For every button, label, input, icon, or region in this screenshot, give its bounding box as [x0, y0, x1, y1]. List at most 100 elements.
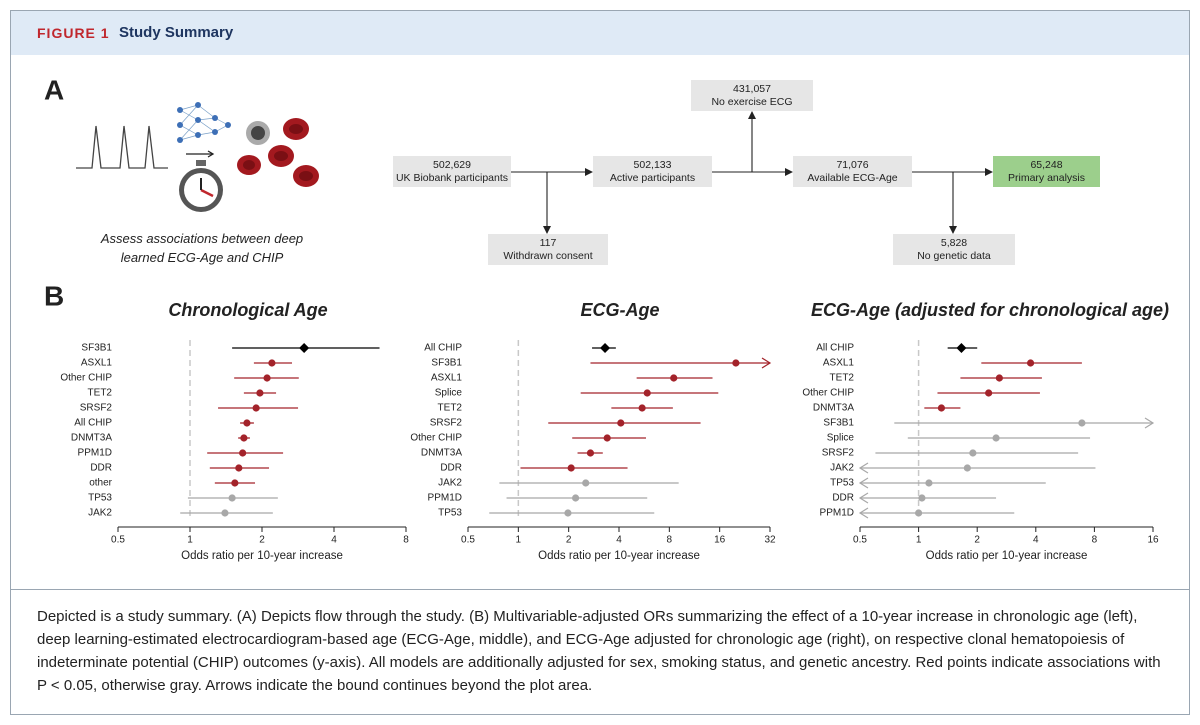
x-tick-label: 16	[714, 535, 726, 546]
flow-box	[593, 156, 712, 187]
x-axis-label: Odds ratio per 10-year increase	[926, 550, 1088, 562]
bound-arrow	[858, 462, 869, 474]
x-tick-label: 32	[764, 535, 776, 546]
estimate-point	[918, 494, 926, 502]
category-label: PPM1D	[78, 448, 112, 459]
category-label: SF3B1	[823, 418, 854, 429]
estimate-point	[252, 404, 260, 412]
estimate-point	[603, 434, 611, 442]
estimate-point	[256, 389, 264, 397]
x-tick-label: 1	[516, 535, 522, 546]
panel-a-caption: Assess associations between deep learned…	[100, 231, 304, 265]
category-label: TET2	[88, 388, 113, 399]
category-label: JAK2	[830, 463, 854, 474]
chart-title: ECG-Age (adjusted for chronological age)	[811, 300, 1169, 320]
estimate-point	[1078, 419, 1086, 427]
figure-caption: Depicted is a study summary. (A) Depicts…	[37, 608, 1161, 694]
category-label: All CHIP	[424, 343, 462, 354]
flow-label: Available ECG-Age	[807, 172, 897, 184]
category-label: SF3B1	[431, 358, 462, 369]
estimate-point	[231, 479, 239, 487]
category-label: TP53	[88, 493, 112, 504]
category-label: ASXL1	[823, 358, 855, 369]
estimate-point	[235, 464, 243, 472]
flow-label: Withdrawn consent	[503, 250, 592, 262]
estimate-point	[937, 404, 946, 412]
estimate-point	[571, 494, 580, 502]
estimate-point	[617, 419, 625, 427]
estimate-point	[263, 374, 271, 382]
category-label: SRSF2	[430, 418, 463, 429]
category-label: Splice	[435, 388, 463, 399]
flow-box	[793, 156, 912, 187]
category-label: DDR	[90, 463, 112, 474]
estimate-point	[985, 389, 993, 397]
bound-arrow	[858, 492, 869, 504]
category-label: TET2	[438, 403, 463, 414]
flow-box	[393, 156, 511, 187]
estimate-point	[586, 449, 595, 457]
estimate-point	[670, 374, 678, 382]
flow-label: Active participants	[610, 172, 695, 184]
bound-arrow	[858, 477, 869, 489]
x-tick-label: 1	[187, 535, 193, 546]
estimate-point	[299, 343, 310, 353]
category-label: PPM1D	[820, 508, 854, 519]
estimate-point	[600, 343, 611, 353]
panel-label: A	[44, 74, 64, 105]
category-label: Other CHIP	[802, 388, 854, 399]
chart-title: Chronological Age	[168, 300, 327, 320]
chart-title: ECG-Age	[580, 300, 659, 320]
category-label: TP53	[438, 508, 462, 519]
x-tick-label: 2	[259, 535, 265, 546]
estimate-point	[582, 479, 590, 487]
category-label: SF3B1	[81, 343, 112, 354]
category-label: SRSF2	[80, 403, 113, 414]
x-tick-label: 4	[616, 535, 622, 546]
estimate-point	[240, 434, 248, 442]
x-tick-label: 2	[566, 535, 572, 546]
flow-count: 502,133	[634, 159, 672, 171]
flow-count: 502,629	[433, 159, 471, 171]
category-label: DDR	[440, 463, 462, 474]
bound-arrow	[1144, 417, 1155, 429]
x-tick-label: 16	[1147, 535, 1159, 546]
x-tick-label: 0.5	[111, 535, 125, 546]
figure-label: FIGURE 1	[37, 25, 110, 41]
estimate-point	[969, 449, 977, 457]
category-label: other	[89, 478, 112, 489]
figure-title: Study Summary	[119, 24, 234, 41]
estimate-point	[956, 343, 967, 353]
bound-arrow	[761, 357, 772, 369]
x-tick-label: 8	[403, 535, 409, 546]
flow-count: 5,828	[941, 237, 967, 249]
estimate-point	[992, 434, 1000, 442]
estimate-point	[915, 509, 923, 517]
estimate-point	[221, 509, 229, 517]
x-tick-label: 0.5	[853, 535, 867, 546]
category-label: All CHIP	[816, 343, 854, 354]
flow-label: No genetic data	[917, 250, 991, 262]
category-label: JAK2	[438, 478, 462, 489]
x-tick-label: 1	[916, 535, 922, 546]
category-label: JAK2	[88, 508, 112, 519]
x-axis-label: Odds ratio per 10-year increase	[181, 550, 343, 562]
estimate-point	[995, 374, 1003, 382]
panel-label: B	[44, 280, 64, 311]
flow-box	[691, 80, 813, 111]
flow-box	[893, 234, 1015, 265]
category-label: DNMT3A	[813, 403, 854, 414]
category-label: TET2	[830, 373, 855, 384]
estimate-point	[963, 464, 971, 472]
figure-frame: FIGURE 1 Study Summary Assess associatio…	[10, 10, 1190, 715]
flow-label: Primary analysis	[1008, 172, 1085, 184]
flow-box	[993, 156, 1100, 187]
category-label: DDR	[832, 493, 854, 504]
category-label: ASXL1	[81, 358, 113, 369]
flow-count: 71,076	[836, 159, 868, 171]
flow-label: No exercise ECG	[711, 96, 792, 108]
category-label: DNMT3A	[421, 448, 462, 459]
x-axis-label: Odds ratio per 10-year increase	[538, 550, 700, 562]
category-label: Splice	[827, 433, 855, 444]
